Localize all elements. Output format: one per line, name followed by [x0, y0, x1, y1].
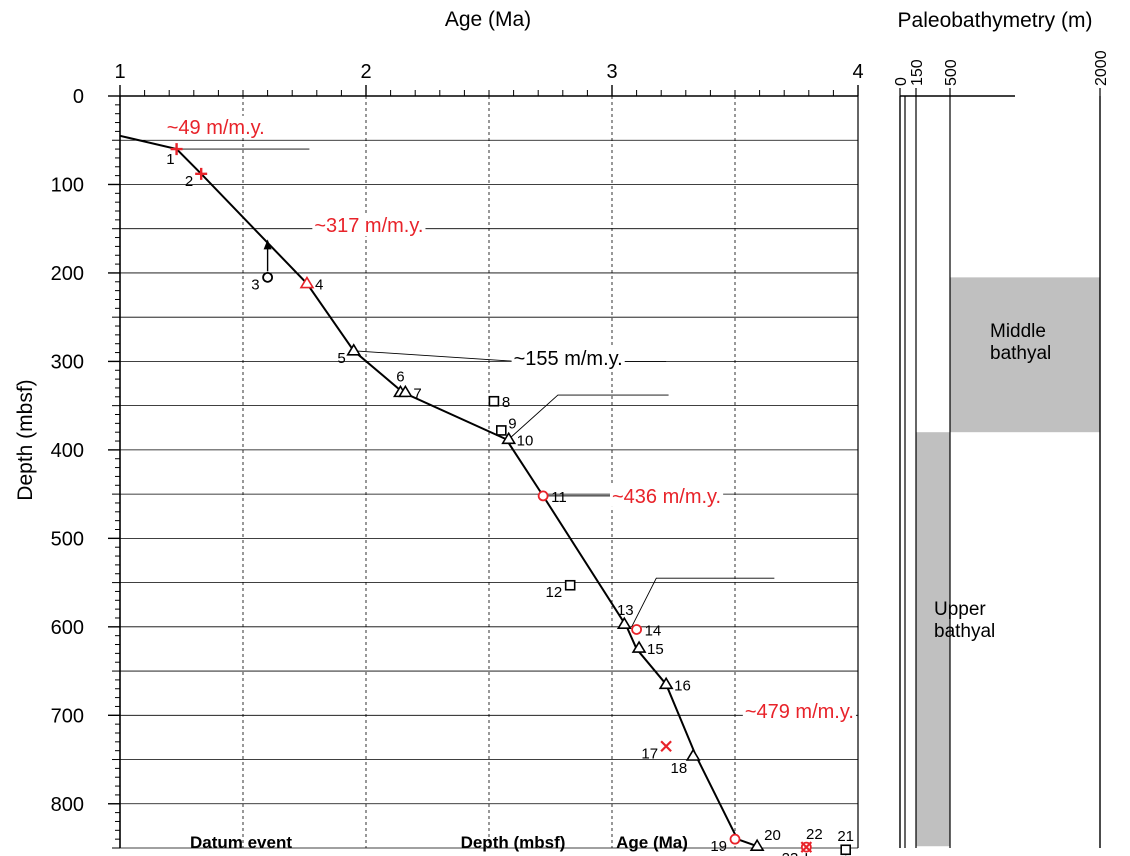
datum-7-marker: [397, 384, 413, 398]
datum-label-7: 7: [413, 385, 421, 402]
bathy-tick-label: 500: [943, 59, 960, 86]
rate-annotation-bg: [742, 699, 856, 722]
rate-annotation-bg: [312, 214, 426, 237]
datum-3-arrowhead: [263, 239, 272, 250]
datum-23-marker: [800, 841, 813, 853]
datum-11-marker: [537, 490, 549, 502]
rate-annotation: ~155 m/m.y.: [514, 348, 623, 370]
y-tick-label: 700: [51, 705, 84, 727]
datum-label-11: 11: [551, 489, 567, 506]
footer-label-age: Age (Ma): [616, 833, 688, 852]
leader-line: [508, 394, 669, 440]
rate-annotation: ~436 m/m.y.: [612, 486, 721, 508]
datum-3-marker: [262, 271, 274, 283]
bathy-title: Paleobathymetry (m): [898, 9, 1093, 32]
y-tick-label: 100: [51, 174, 84, 196]
datum-label-2: 2: [185, 173, 193, 190]
datum-label-12: 12: [545, 584, 562, 601]
datum-label-15: 15: [647, 641, 664, 658]
datum-label-17: 17: [641, 745, 658, 762]
datum-9-marker: [495, 425, 507, 436]
datum-label-1: 1: [166, 151, 174, 168]
datum-label-14: 14: [645, 622, 662, 639]
rate-annotation-bg: [610, 484, 724, 507]
datum-14-marker: [631, 624, 642, 635]
datum-label-22: 22: [806, 826, 823, 843]
datum-label-19: 19: [710, 838, 727, 855]
datum-label-10: 10: [517, 432, 534, 449]
rate-annotation-bg: [164, 115, 267, 138]
datum-4-marker: [299, 276, 315, 289]
x-tick-label: 3: [606, 61, 617, 83]
datum-label-16: 16: [674, 677, 691, 694]
datum-19-marker: [729, 833, 741, 845]
y-tick-label: 0: [73, 86, 84, 108]
bathy-zone-label: bathyal: [990, 343, 1051, 364]
bathy-tick-label: 0: [893, 77, 910, 86]
datum-13-marker: [616, 616, 632, 629]
datum-label-8: 8: [502, 394, 510, 411]
age-depth-curve: [119, 134, 758, 848]
rate-annotation: ~49 m/m.y.: [167, 117, 265, 139]
rate-annotation-bg: [511, 346, 625, 369]
datum-20-marker: [749, 838, 765, 852]
datum-8-marker: [488, 395, 500, 407]
datum-labels: 1234567891011121314151617181920212223: [166, 151, 854, 856]
bathy-zone-fill: [916, 432, 950, 847]
datum-10-marker: [501, 431, 517, 445]
datum-label-23: 23: [782, 850, 799, 856]
datum-17-marker: [660, 740, 672, 753]
datum-label-20: 20: [764, 827, 781, 844]
x-tick-label: 1: [114, 61, 125, 83]
bathy-tick-label: 150: [909, 59, 926, 86]
grid-lines: [120, 96, 858, 849]
y-tick-label: 600: [51, 617, 84, 639]
datum-18-marker: [685, 748, 701, 761]
bathy-zone-label: bathyal: [934, 621, 995, 642]
x-tick-label: 4: [852, 61, 863, 83]
chart-title: Age (Ma): [445, 8, 531, 31]
y-tick-label: 800: [51, 794, 84, 816]
rate-annotations: ~49 m/m.y. ~317 m/m.y. ~155 m/m.y. ~436 m/m…: [164, 115, 856, 723]
rate-annotation: ~317 m/m.y.: [314, 215, 423, 237]
datum-label-3: 3: [251, 276, 259, 293]
bathy-zone-label: Middle: [990, 321, 1046, 342]
footer-label-datum-event: Datum event: [190, 833, 292, 852]
datum-markers: [170, 143, 852, 856]
datum-21-marker: [840, 844, 852, 856]
datum-16-marker: [658, 676, 674, 690]
bathy-zone-fill: [950, 277, 1100, 433]
leader-line: [631, 577, 775, 628]
datum-12-marker: [564, 579, 576, 591]
datum-5-marker: [346, 343, 362, 356]
bathy-tick-label: 2000: [1093, 50, 1110, 86]
leader-lines: [176, 148, 775, 628]
y-tick-label: 400: [51, 440, 84, 462]
datum-2-marker: [195, 167, 208, 180]
y-tick-label: 500: [51, 528, 84, 550]
rate-annotation: ~479 m/m.y.: [745, 701, 854, 723]
datum-label-18: 18: [670, 760, 687, 777]
footer-label-depth: Depth (mbsf): [461, 833, 566, 852]
datum-1-marker: [170, 143, 183, 156]
x-tick-label: 2: [360, 61, 371, 83]
datum-15-marker: [631, 640, 647, 653]
age-depth-line: [119, 134, 758, 848]
y-axis-label: Depth (mbsf): [14, 379, 37, 500]
datum-label-6: 6: [396, 368, 404, 385]
datum-label-5: 5: [337, 350, 345, 367]
bathy-zone-label: Upper: [934, 599, 986, 620]
y-tick-label: 300: [51, 351, 84, 373]
datum-label-9: 9: [508, 415, 516, 432]
datum-label-21: 21: [837, 828, 854, 845]
y-tick-label: 200: [51, 263, 84, 285]
datum-label-4: 4: [315, 277, 323, 294]
datum-label-13: 13: [617, 602, 634, 619]
